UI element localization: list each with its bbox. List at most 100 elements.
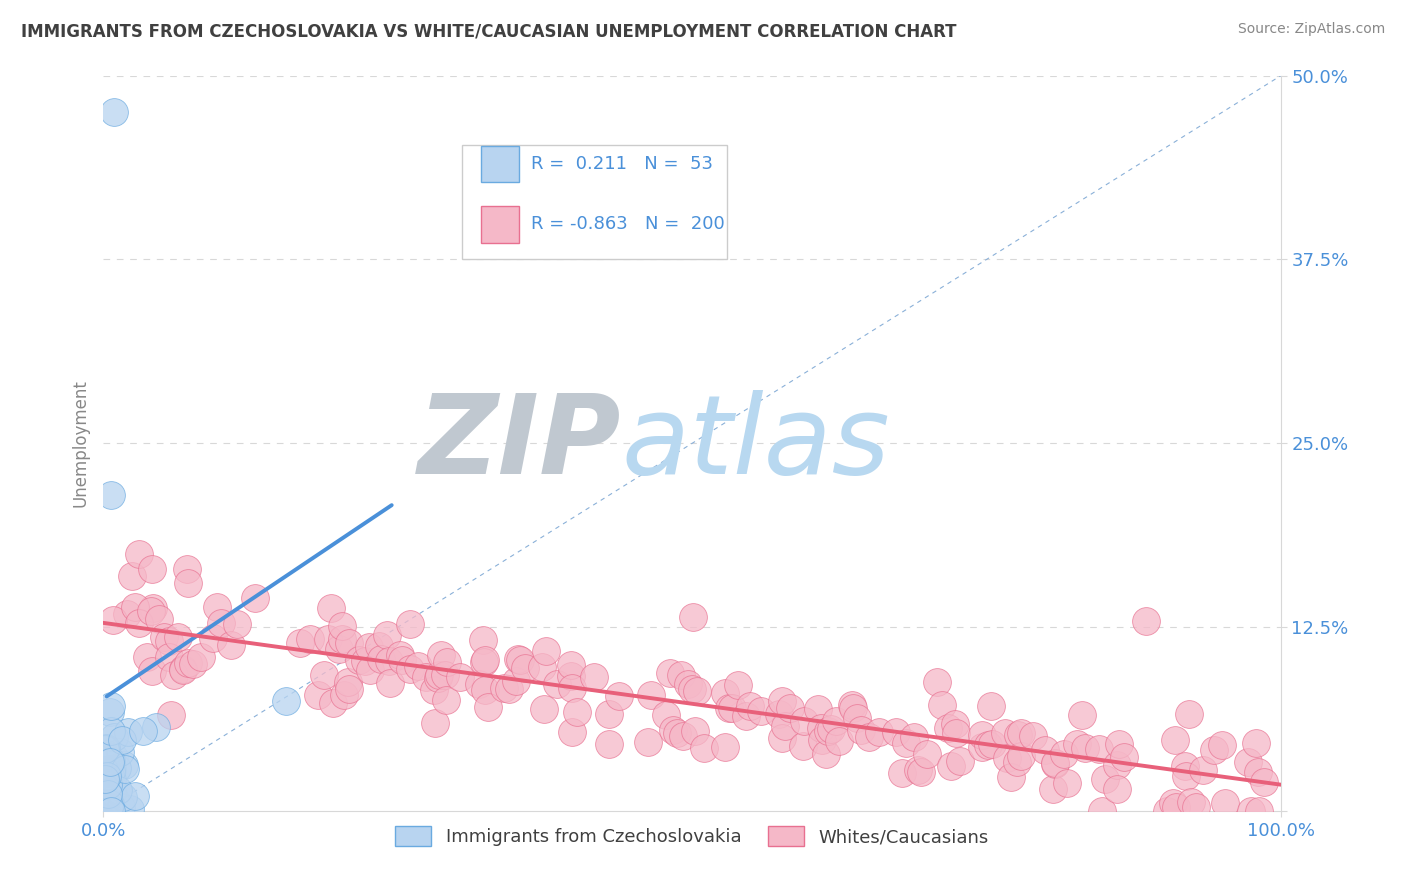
Point (141, 562, 163, 576)
Point (1192, 763, 1215, 777)
Point (640, 688, 662, 702)
Point (936, 721, 959, 735)
Point (124, 789, 146, 803)
Point (172, 663, 194, 677)
Point (851, 723, 873, 738)
Point (100, 804, 122, 818)
Point (505, 673, 527, 688)
Point (817, 724, 839, 739)
Point (1000, 770, 1022, 784)
Point (1066, 738, 1088, 752)
Point (177, 576, 200, 591)
Point (190, 649, 212, 664)
Point (112, 757, 135, 772)
Point (1042, 782, 1064, 797)
Point (681, 681, 703, 696)
Point (474, 683, 496, 698)
Point (582, 670, 605, 684)
Point (1114, 749, 1136, 764)
Point (107, 783, 129, 797)
Point (1236, 756, 1258, 770)
Point (148, 612, 170, 626)
Point (560, 658, 582, 673)
Point (145, 719, 167, 733)
Point (779, 701, 801, 715)
Point (943, 716, 966, 731)
FancyBboxPatch shape (481, 206, 519, 243)
Point (118, 802, 141, 816)
Point (471, 632, 494, 647)
Point (1074, 740, 1097, 755)
Point (907, 763, 929, 777)
Point (1180, 795, 1202, 809)
Point (890, 765, 912, 780)
Point (97, 769, 120, 783)
Point (93, 741, 115, 756)
Point (157, 634, 180, 648)
Point (530, 659, 553, 673)
Point (1202, 743, 1225, 757)
Point (93, 764, 115, 778)
Point (101, 762, 124, 776)
Point (398, 662, 420, 676)
Point (1240, 804, 1263, 818)
Point (96, 747, 118, 761)
Point (93, 789, 115, 803)
Point (637, 735, 659, 749)
Point (142, 601, 165, 615)
Point (1105, 781, 1128, 796)
Point (93, 790, 115, 805)
Point (671, 667, 693, 681)
Point (423, 682, 446, 697)
Point (375, 628, 398, 642)
Point (110, 800, 132, 814)
Point (686, 683, 709, 698)
Point (662, 723, 685, 738)
Text: atlas: atlas (621, 390, 890, 497)
Point (128, 615, 150, 630)
Point (98, 800, 121, 814)
Point (94, 803, 117, 817)
Point (274, 694, 297, 708)
Point (176, 657, 198, 671)
Point (561, 725, 583, 739)
Point (515, 661, 537, 675)
Point (328, 641, 350, 656)
Point (1174, 759, 1197, 773)
Point (1184, 800, 1206, 814)
Point (949, 754, 972, 768)
Point (560, 669, 582, 683)
Point (433, 667, 456, 681)
Point (111, 789, 134, 804)
Point (1253, 775, 1275, 789)
Point (945, 726, 967, 740)
Point (245, 591, 267, 605)
Point (727, 678, 749, 692)
Point (347, 652, 370, 666)
Point (665, 726, 688, 740)
Point (598, 706, 620, 721)
Point (139, 604, 162, 618)
Text: Source: ZipAtlas.com: Source: ZipAtlas.com (1237, 22, 1385, 37)
Point (172, 662, 194, 676)
Point (714, 740, 737, 755)
Point (828, 734, 851, 748)
Point (128, 547, 150, 561)
Point (430, 648, 453, 662)
Point (869, 725, 891, 739)
Point (307, 688, 329, 702)
Point (94, 766, 117, 780)
Point (103, 789, 125, 804)
Point (299, 632, 322, 646)
Point (157, 649, 180, 664)
Point (807, 702, 830, 716)
Point (693, 741, 716, 756)
Point (314, 668, 336, 682)
Point (1156, 804, 1178, 818)
Point (94, 740, 117, 755)
Point (1010, 748, 1032, 763)
Point (846, 711, 869, 725)
Point (100, 488, 122, 502)
Point (332, 619, 354, 633)
Text: R = -0.863   N =  200: R = -0.863 N = 200 (530, 216, 724, 234)
